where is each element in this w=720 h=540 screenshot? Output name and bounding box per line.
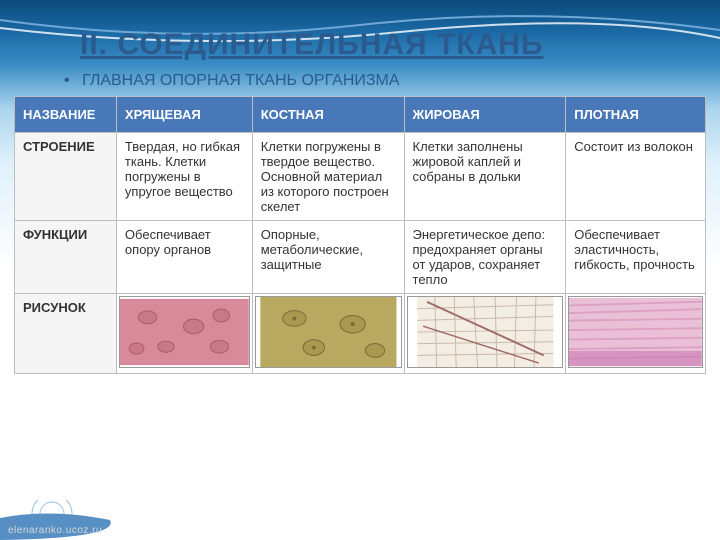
col-header-adipose: ЖИРОВАЯ: [404, 97, 566, 133]
cell-image-dense: [566, 294, 706, 374]
row-label-images: РИСУНОК: [15, 294, 117, 374]
cell-image-adipose: [404, 294, 566, 374]
credit-text: elenaranko.ucoz.ru: [8, 525, 102, 536]
cell-structure-bone: Клетки погружены в твердое вещество. Осн…: [252, 133, 404, 221]
cell-image-cartilage: [116, 294, 252, 374]
cell-functions-bone: Опорные, метаболические, защитные: [252, 221, 404, 294]
cell-image-bone: [252, 294, 404, 374]
tissue-cartilage-icon: [119, 296, 250, 368]
tissue-adipose-icon: [407, 296, 564, 368]
subtitle-text: ГЛАВНАЯ ОПОРНАЯ ТКАНЬ ОРГАНИЗМА: [82, 72, 400, 89]
col-header-cartilage: ХРЯЩЕВАЯ: [116, 97, 252, 133]
cell-structure-dense: Состоит из волокон: [566, 133, 706, 221]
bullet-icon: •: [64, 72, 70, 89]
cell-functions-dense: Обеспечивает эластичность, гибкость, про…: [566, 221, 706, 294]
col-header-name: НАЗВАНИЕ: [15, 97, 117, 133]
cell-structure-adipose: Клетки заполнены жировой каплей и собран…: [404, 133, 566, 221]
row-label-structure: СТРОЕНИЕ: [15, 133, 117, 221]
footer-decoration: [0, 500, 720, 540]
subtitle: • ГЛАВНАЯ ОПОРНАЯ ТКАНЬ ОРГАНИЗМА: [64, 72, 400, 90]
page-title: II. СОЕДИНИТЕЛЬНАЯ ТКАНЬ: [80, 28, 543, 62]
row-structure: СТРОЕНИЕ Твердая, но гибкая ткань. Клетк…: [15, 133, 706, 221]
cell-functions-cartilage: Обеспечивает опору органов: [116, 221, 252, 294]
row-label-functions: ФУНКЦИИ: [15, 221, 117, 294]
tissue-table: НАЗВАНИЕ ХРЯЩЕВАЯ КОСТНАЯ ЖИРОВАЯ ПЛОТНА…: [14, 96, 706, 374]
row-images: РИСУНОК: [15, 294, 706, 374]
tissue-bone-icon: [255, 296, 402, 368]
row-functions: ФУНКЦИИ Обеспечивает опору органов Опорн…: [15, 221, 706, 294]
cell-functions-adipose: Энергетическое депо: предохраняет органы…: [404, 221, 566, 294]
col-header-bone: КОСТНАЯ: [252, 97, 404, 133]
cell-structure-cartilage: Твердая, но гибкая ткань. Клетки погруже…: [116, 133, 252, 221]
tissue-dense-icon: [568, 296, 703, 368]
col-header-dense: ПЛОТНАЯ: [566, 97, 706, 133]
